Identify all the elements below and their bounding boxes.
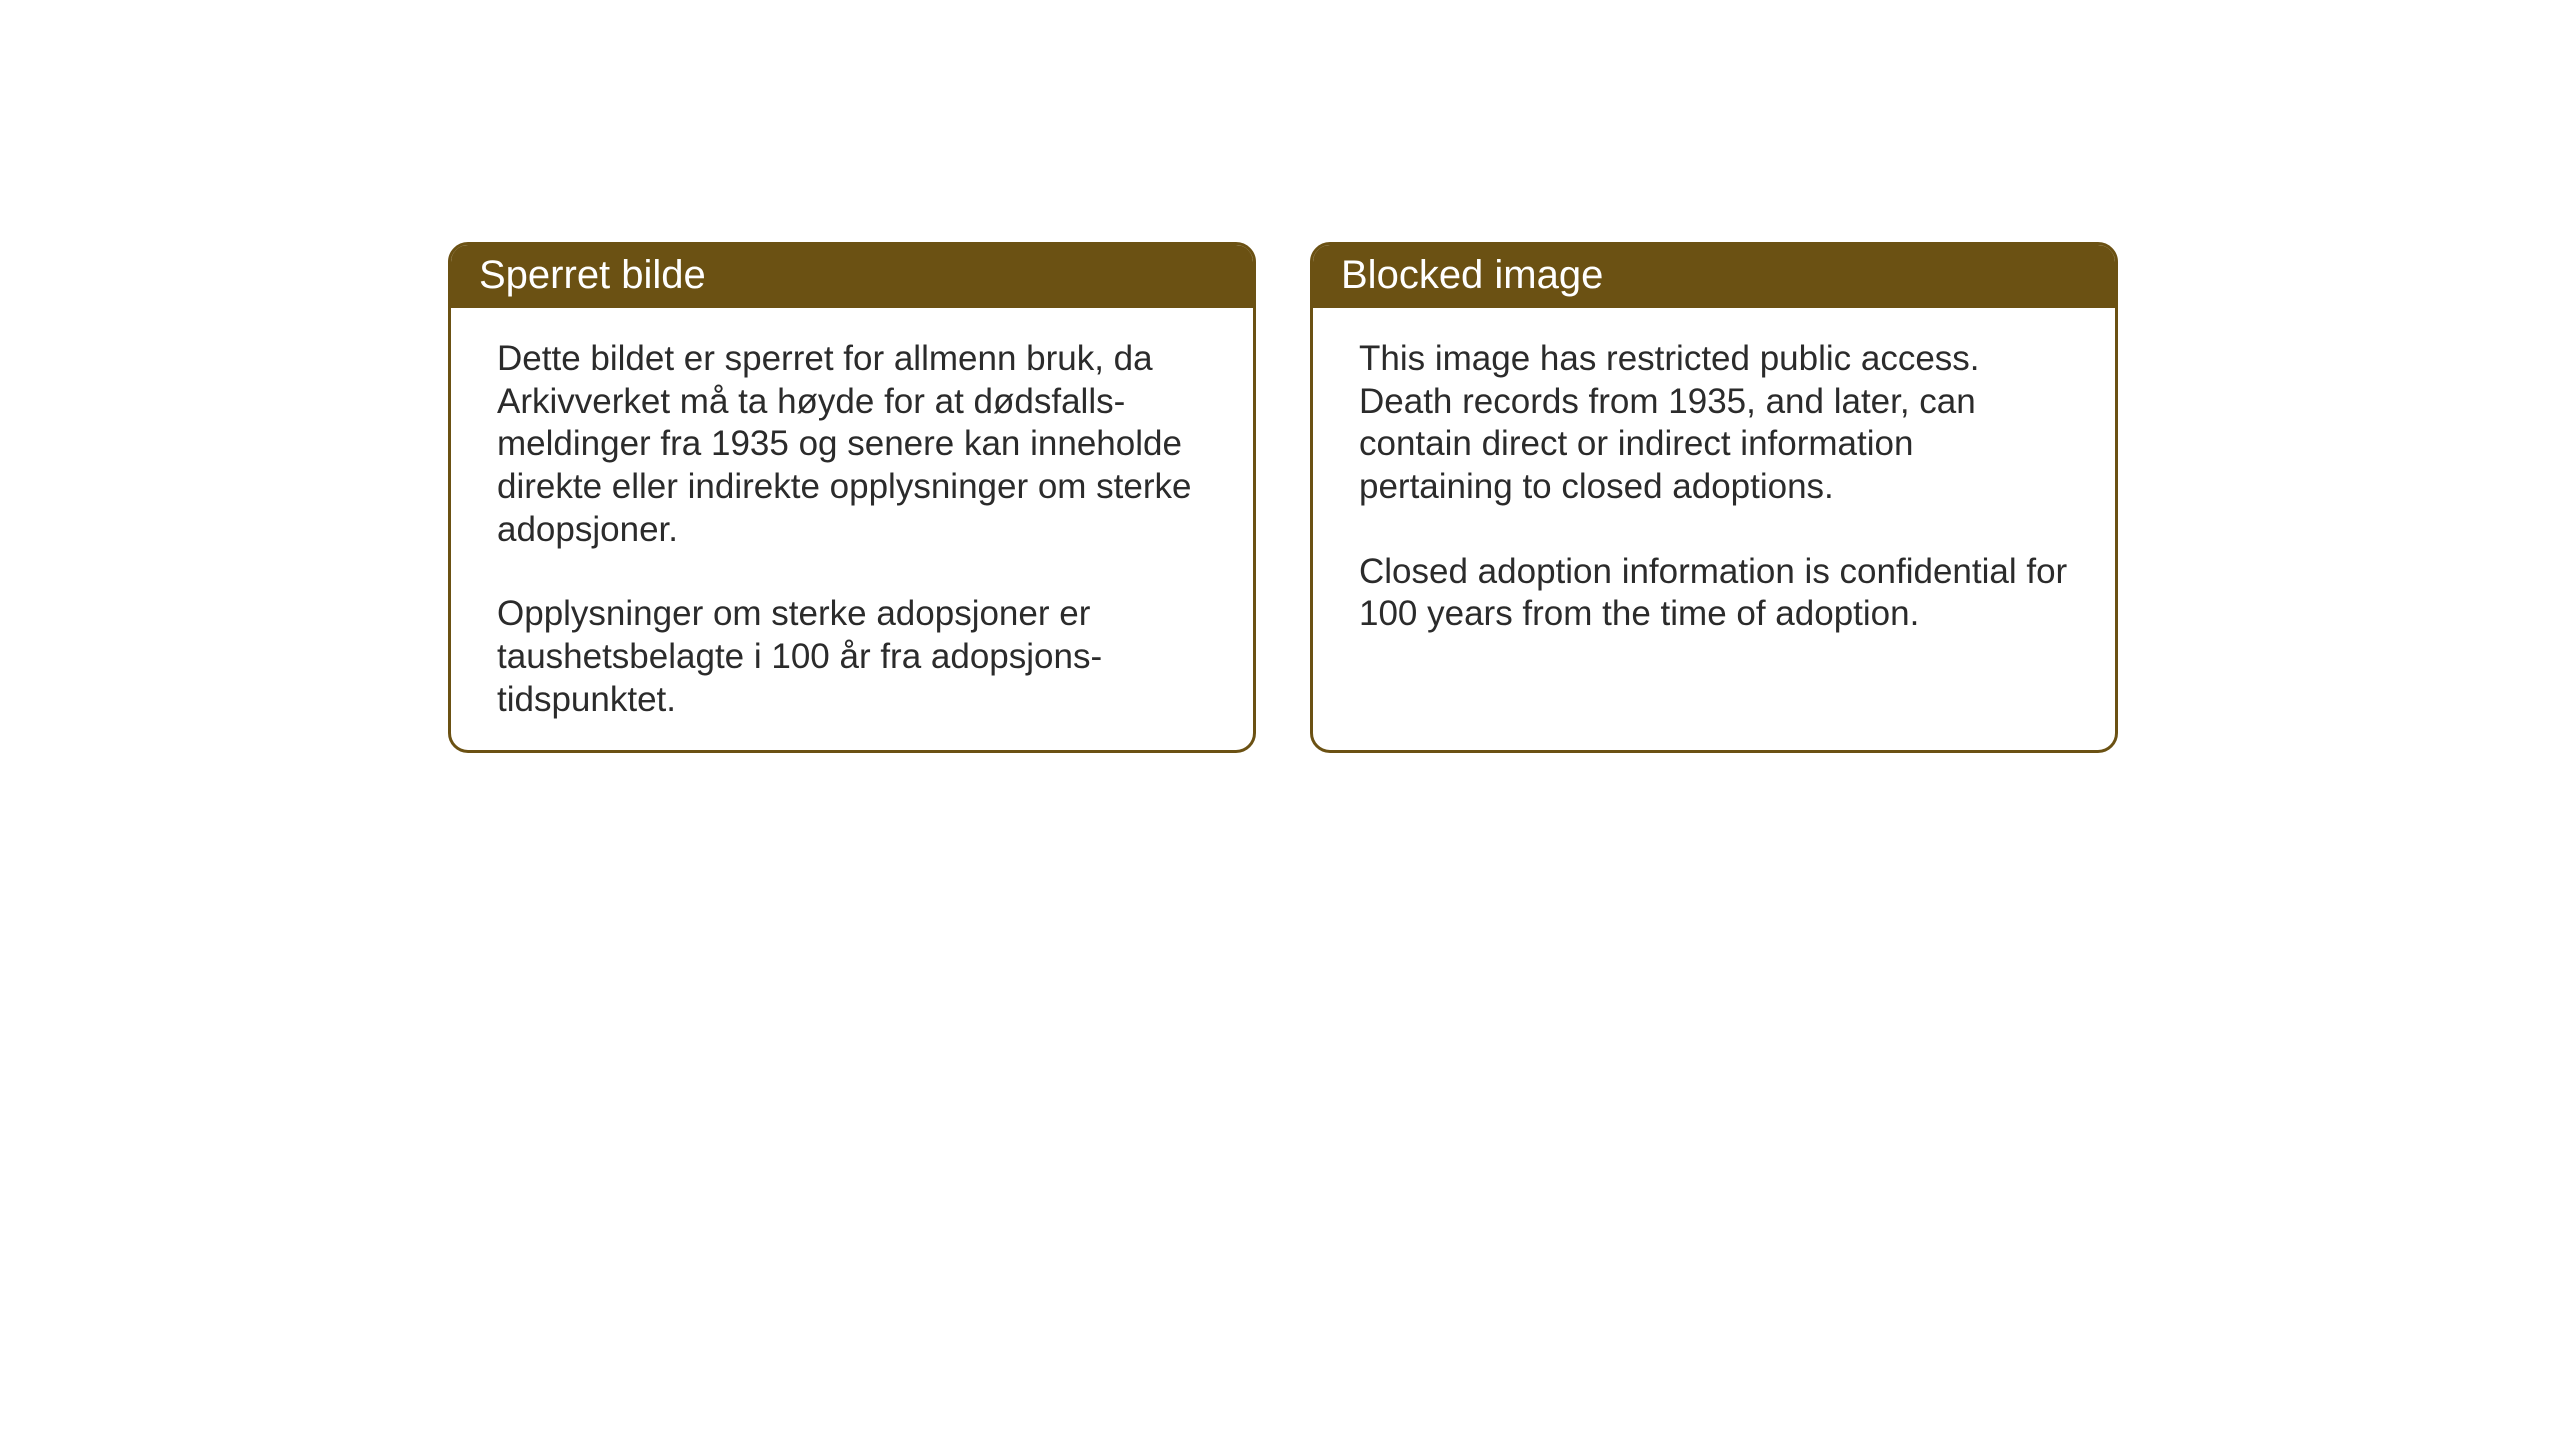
notice-body-norwegian: Dette bildet er sperret for allmenn bruk… bbox=[451, 308, 1253, 753]
notice-title-english: Blocked image bbox=[1313, 245, 2115, 308]
notice-title-norwegian: Sperret bilde bbox=[451, 245, 1253, 308]
notice-card-english: Blocked image This image has restricted … bbox=[1310, 242, 2118, 753]
notice-text-english-p1: This image has restricted public access.… bbox=[1359, 338, 2069, 509]
notice-container: Sperret bilde Dette bildet er sperret fo… bbox=[448, 242, 2118, 753]
notice-body-english: This image has restricted public access.… bbox=[1313, 308, 2115, 676]
notice-card-norwegian: Sperret bilde Dette bildet er sperret fo… bbox=[448, 242, 1256, 753]
notice-text-norwegian-p1: Dette bildet er sperret for allmenn bruk… bbox=[497, 338, 1207, 551]
notice-text-english-p2: Closed adoption information is confident… bbox=[1359, 551, 2069, 636]
notice-text-norwegian-p2: Opplysninger om sterke adopsjoner er tau… bbox=[497, 593, 1207, 721]
